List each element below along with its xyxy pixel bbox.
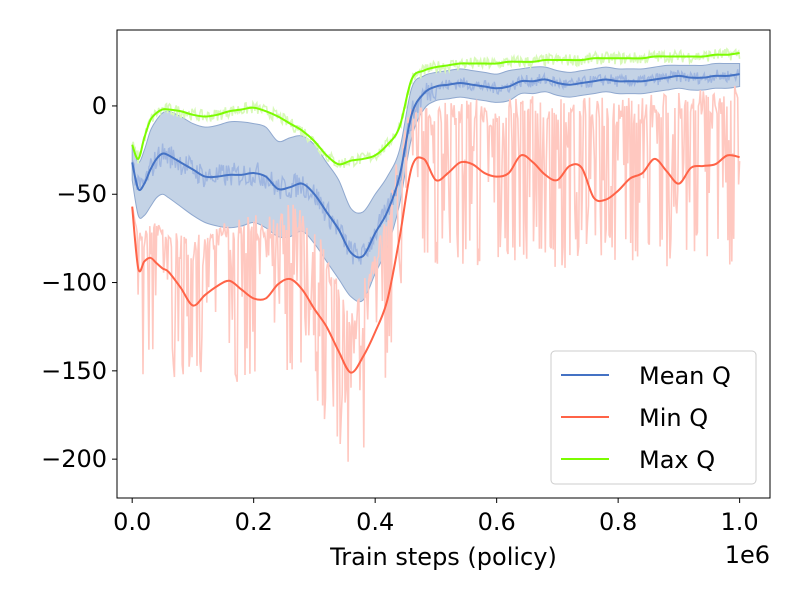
y-tick-label: 0 <box>92 92 107 120</box>
legend: Mean Q Min Q Max Q <box>550 350 757 485</box>
plot-clipped-group <box>131 47 741 462</box>
plot-frame <box>116 29 771 499</box>
plot-frame-rect <box>116 29 771 499</box>
legend-entry-mean-q: Mean Q <box>561 362 731 390</box>
legend-entry-max-q: Max Q <box>561 446 715 474</box>
x-axis-offset-text: 1e6 <box>725 541 770 569</box>
legend-label-mean-q: Mean Q <box>639 362 731 390</box>
mean-q-band <box>131 62 741 303</box>
y-tick-label: −200 <box>41 445 107 473</box>
y-tick-label: −150 <box>41 357 107 385</box>
legend-label-min-q: Min Q <box>639 404 708 432</box>
max-q-line <box>131 51 740 166</box>
x-tick-label: 1.0 <box>721 508 759 536</box>
x-tick-label: 0.4 <box>356 508 394 536</box>
y-tick-label: −50 <box>56 180 107 208</box>
legend-entry-min-q: Min Q <box>561 404 708 432</box>
legend-box <box>550 350 757 485</box>
y-tick-label: −100 <box>41 269 107 297</box>
mean-q-raw-trace <box>131 69 741 265</box>
legend-label-max-q: Max Q <box>639 446 715 474</box>
x-tick-label: 0.0 <box>113 508 151 536</box>
min-q-raw-trace <box>131 85 741 462</box>
x-axis-label: Train steps (policy) <box>329 543 557 571</box>
min-q-line <box>131 154 740 374</box>
y-axis: 0 −50 −100 −150 −200 <box>41 92 117 473</box>
x-tick-label: 0.8 <box>599 508 637 536</box>
plot-data-layer <box>131 47 741 462</box>
x-axis: 0.0 0.2 0.4 0.6 0.8 1.0 <box>113 498 759 536</box>
x-tick-label: 0.6 <box>478 508 516 536</box>
mean-q-line <box>131 73 740 259</box>
x-tick-label: 0.2 <box>235 508 273 536</box>
